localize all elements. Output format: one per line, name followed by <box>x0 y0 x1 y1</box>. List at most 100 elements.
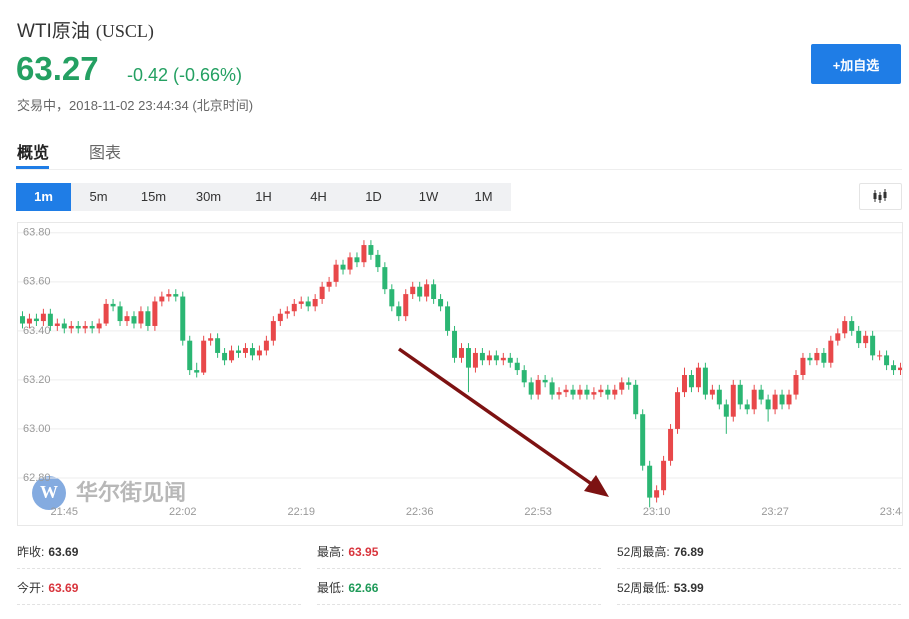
candle-body <box>612 389 618 395</box>
candle-body <box>431 284 437 299</box>
candle-body <box>863 335 869 344</box>
candle-body <box>173 294 179 297</box>
stat-divider <box>17 568 301 569</box>
stat-label: 最高: <box>317 545 345 559</box>
x-tick-label: 23:27 <box>761 506 789 518</box>
candle-body <box>500 357 506 361</box>
candle-body <box>445 306 451 331</box>
candle-body <box>40 313 46 322</box>
candle-body <box>807 357 813 361</box>
candle-body <box>465 348 471 368</box>
candle-body <box>54 323 60 326</box>
candle-body <box>263 340 269 351</box>
stat: 最低: 62.66 <box>317 579 378 596</box>
candle-body <box>891 365 897 371</box>
candle-body <box>730 384 736 417</box>
candle-body <box>535 379 541 395</box>
stat-value: 63.69 <box>48 545 79 559</box>
y-tick-label: 62.80 <box>23 472 51 484</box>
candle-body <box>452 330 458 358</box>
instrument-name: WTI原油 (USCL) <box>17 16 154 43</box>
candle-body <box>319 286 325 299</box>
candle-body <box>424 284 430 297</box>
candle-body <box>291 303 297 312</box>
candle-body <box>222 352 228 361</box>
candle-body <box>382 267 388 290</box>
tab-divider <box>16 169 902 170</box>
candle-body <box>396 306 402 317</box>
x-tick-label: 23:44 <box>880 506 903 518</box>
candle-body <box>368 245 374 255</box>
candle-body <box>772 394 778 410</box>
candle-body <box>131 316 137 324</box>
candle-body <box>89 325 95 329</box>
period-button[interactable]: 1W <box>418 189 439 204</box>
plot: 62.80 63.00 63.20 63.40 63.60 63.80 21:45 22:02… <box>18 227 903 518</box>
candle-body <box>19 316 25 324</box>
tab[interactable]: 图表 <box>89 145 122 162</box>
stat-value: 63.69 <box>48 581 79 595</box>
candle-body <box>403 294 409 317</box>
stat-label: 最低: <box>317 581 345 595</box>
candle-body <box>675 392 681 429</box>
arrow-head <box>584 475 609 497</box>
period-button[interactable]: 4H <box>310 189 327 204</box>
candle-icon <box>873 189 887 203</box>
candle-body <box>110 303 116 307</box>
candle-body <box>354 257 360 263</box>
candle-body <box>270 321 276 341</box>
period-button[interactable]: 1m <box>16 183 71 211</box>
period-button[interactable]: 1D <box>365 189 382 204</box>
candle-body <box>417 286 423 297</box>
stat-label: 52周最低: <box>617 581 670 595</box>
candle-body <box>145 311 151 326</box>
candle-body <box>152 301 158 326</box>
stat: 今开: 63.69 <box>17 579 78 596</box>
candle-body <box>347 257 353 270</box>
candle-body <box>340 264 346 270</box>
candle-body <box>598 389 604 393</box>
watermark: W 华尔街见闻 <box>32 476 186 510</box>
add-watchlist-button[interactable]: +加自选 <box>811 44 901 84</box>
price-change: -0.42 (-0.66%) <box>127 65 243 85</box>
period-button[interactable]: 15m <box>140 189 167 204</box>
candle-body <box>201 340 207 373</box>
stat: 52周最低: 53.99 <box>617 579 704 596</box>
chart-type-button[interactable] <box>859 183 902 210</box>
candle-body <box>180 296 186 341</box>
x-tick-label: 22:02 <box>169 506 197 518</box>
candle-body <box>549 382 555 395</box>
candle-body <box>138 311 144 324</box>
candle-body <box>647 465 653 498</box>
period-button[interactable]: 5m <box>89 189 108 204</box>
tab-underline <box>16 166 49 169</box>
candle-body <box>563 389 569 393</box>
x-tick-label: 22:36 <box>406 506 434 518</box>
candle-body <box>723 404 729 417</box>
candle-body <box>479 352 485 361</box>
candle-body <box>814 352 820 361</box>
candle-body <box>68 325 74 329</box>
period-button[interactable]: 1H <box>255 189 272 204</box>
candle-body <box>779 394 785 405</box>
candle-body <box>96 323 102 329</box>
code: (USCL) <box>95 21 154 41</box>
period-button[interactable]: 30m <box>195 189 222 204</box>
candle-body <box>326 281 332 287</box>
period-button[interactable]: 1M <box>474 189 493 204</box>
name: WTI原油 <box>17 21 90 42</box>
tab[interactable]: 概览 <box>17 145 50 162</box>
stat-value: 63.95 <box>348 545 379 559</box>
candle-body <box>229 350 235 361</box>
candle-body <box>542 379 548 383</box>
candle-body <box>591 392 597 395</box>
candle-body <box>208 338 214 341</box>
candle-body <box>821 352 827 363</box>
candle-body <box>626 382 632 385</box>
candle-body <box>884 355 890 366</box>
candle-body <box>835 333 841 341</box>
candle-body <box>786 394 792 405</box>
stat-divider <box>617 604 901 605</box>
candle-body <box>389 289 395 307</box>
